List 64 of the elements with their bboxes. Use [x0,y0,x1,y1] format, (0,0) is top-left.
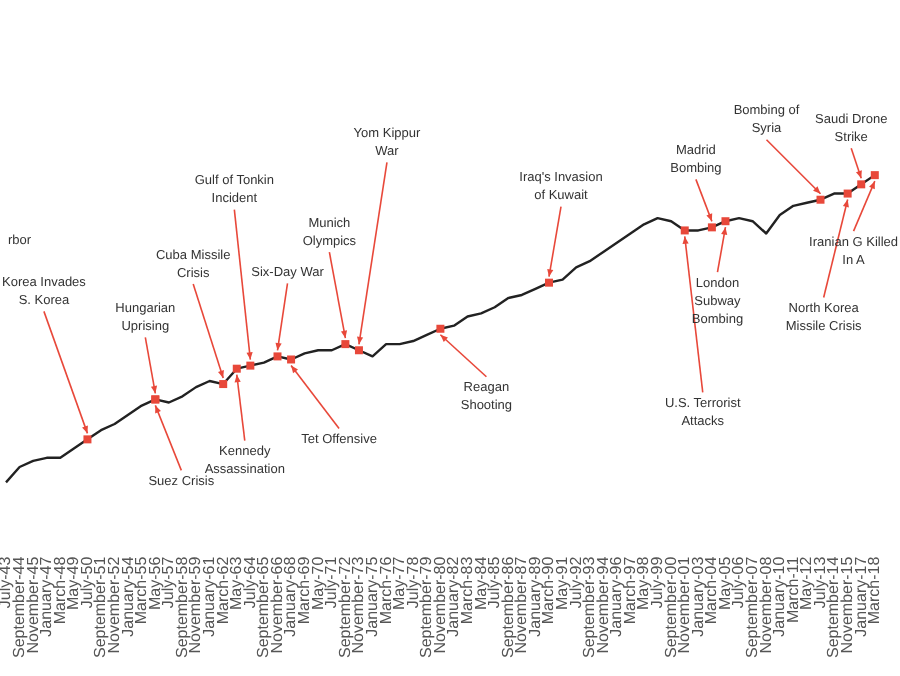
x-tick-label: May-84 [471,555,490,610]
x-tick-label: March-83 [457,555,476,625]
x-tick-label: November-45 [23,555,42,654]
x-tick-label: September-07 [743,555,762,659]
x-tick-label: November-59 [186,555,205,654]
x-tick-label: September-58 [172,555,191,659]
x-tick-label: July-64 [240,555,259,609]
x-tick-label: November-73 [349,555,368,654]
x-tick-label: March-62 [213,555,232,625]
x-tick-label: May-12 [797,555,816,610]
x-tick-label: January-96 [607,555,626,637]
x-tick-label: May-56 [145,555,164,610]
x-tick-label: November-94 [593,555,612,654]
x-tick-label: January-03 [688,555,707,637]
x-tick-label: March-90 [539,555,558,625]
x-tick-label: January-68 [281,555,300,637]
x-tick-label: November-80 [430,555,449,654]
x-tick-label: September-51 [91,555,110,659]
x-tick-label: January-89 [525,555,544,637]
x-tick-label: July-57 [159,555,178,609]
x-tick-label: May-77 [390,555,409,610]
x-tick-label: January-10 [770,555,789,637]
x-tick-label: September-79 [417,555,436,659]
x-tick-label: May-98 [634,555,653,610]
x-tick-label: March-69 [295,555,314,625]
x-tick-label: January-54 [118,555,137,637]
x-tick-label: November-87 [512,555,531,654]
x-tick-label: March-76 [376,555,395,625]
x-tick-label: July-85 [485,555,504,609]
x-tick-label: March-04 [702,555,721,625]
x-tick-label: September-65 [254,555,273,659]
x-tick-label: January-75 [362,555,381,637]
x-tick-label: March-48 [50,555,69,625]
x-tick-label: May-70 [308,555,327,610]
x-tick-label: July-71 [322,555,341,609]
x-tick-label: July-99 [648,555,667,609]
x-tick-label: March-97 [620,555,639,625]
x-tick-label: January-82 [444,555,463,637]
x-tick-label: July-13 [810,555,829,609]
x-tick-label: March-55 [132,555,151,625]
x-tick-label: January-47 [37,555,56,637]
x-tick-label: January-17 [851,555,870,637]
x-tick-label: May-49 [64,555,83,610]
x-tick-label: September-93 [580,555,599,659]
x-tick-label: November-52 [105,555,124,654]
x-tick-label: September-00 [661,555,680,659]
x-tick-label: January-61 [200,555,219,637]
x-tick-label: May-05 [715,555,734,610]
x-tick-label: September-44 [9,555,28,659]
x-tick-label: September-14 [824,555,843,659]
x-tick-label: November-01 [675,555,694,654]
x-tick-label: September-72 [335,555,354,659]
x-tick-label: November-66 [267,555,286,654]
x-tick-label: March-18 [865,555,884,625]
x-tick-label: July-50 [77,555,96,609]
x-tick-label: July-78 [403,555,422,609]
x-tick-label: March-11 [783,555,802,624]
x-tick-label: May-63 [227,555,246,610]
x-tick-label: July-06 [729,555,748,609]
x-tick-label: May-91 [552,555,571,610]
x-tick-label: November-15 [838,555,857,654]
x-tick-label: November-08 [756,555,775,654]
x-tick-label: July-92 [566,555,585,609]
x-tick-label: September-86 [498,555,517,659]
